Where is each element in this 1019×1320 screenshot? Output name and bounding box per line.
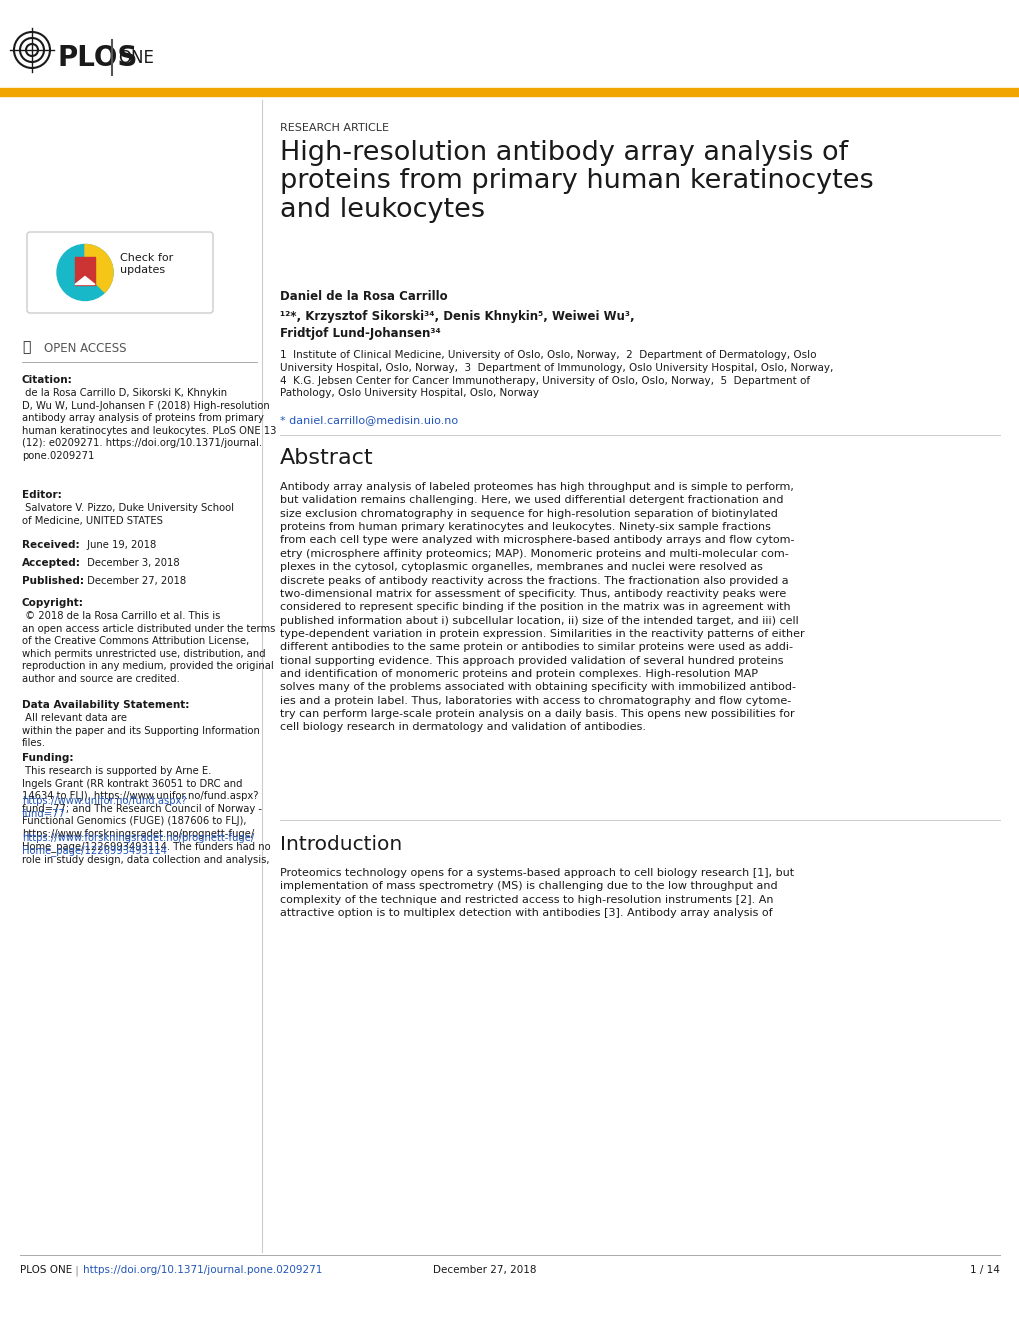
Text: RESEARCH ARTICLE: RESEARCH ARTICLE <box>280 123 388 133</box>
FancyBboxPatch shape <box>26 232 213 313</box>
Text: Antibody array analysis of labeled proteomes has high throughput and is simple t: Antibody array analysis of labeled prote… <box>280 482 804 733</box>
Text: ¹²*, Krzysztof Sikorski³⁴, Denis Khnykin⁵, Weiwei Wu³,
Fridtjof Lund-Johansen³⁴: ¹²*, Krzysztof Sikorski³⁴, Denis Khnykin… <box>280 310 634 341</box>
Text: OPEN ACCESS: OPEN ACCESS <box>44 342 126 355</box>
Text: This research is supported by Arne E.
Ingels Grant (RR kontrakt 36051 to DRC and: This research is supported by Arne E. In… <box>22 766 270 865</box>
Polygon shape <box>75 276 95 285</box>
Text: High-resolution antibody array analysis of
proteins from primary human keratinoc: High-resolution antibody array analysis … <box>280 140 873 223</box>
Text: Daniel de la Rosa Carrillo: Daniel de la Rosa Carrillo <box>280 290 447 304</box>
Text: https://doi.org/10.1371/journal.pone.0209271: https://doi.org/10.1371/journal.pone.020… <box>83 1265 322 1275</box>
Text: June 19, 2018: June 19, 2018 <box>84 540 156 550</box>
Circle shape <box>57 244 113 301</box>
Text: December 3, 2018: December 3, 2018 <box>84 558 179 568</box>
Text: Accepted:: Accepted: <box>22 558 81 568</box>
Text: * daniel.carrillo@medisin.uio.no: * daniel.carrillo@medisin.uio.no <box>280 414 458 425</box>
Text: © 2018 de la Rosa Carrillo et al. This is
an open access article distributed und: © 2018 de la Rosa Carrillo et al. This i… <box>22 611 275 684</box>
Text: Introduction: Introduction <box>280 836 401 854</box>
Bar <box>0 88 1019 96</box>
Text: ONE: ONE <box>118 49 154 67</box>
Text: Copyright:: Copyright: <box>22 598 84 609</box>
Text: 1 / 14: 1 / 14 <box>969 1265 999 1275</box>
Text: Abstract: Abstract <box>280 447 373 469</box>
Wedge shape <box>85 244 113 292</box>
Text: Editor:: Editor: <box>22 490 62 500</box>
Text: 1  Institute of Clinical Medicine, University of Oslo, Oslo, Norway,  2  Departm: 1 Institute of Clinical Medicine, Univer… <box>280 350 833 399</box>
Text: All relevant data are
within the paper and its Supporting Information
files.: All relevant data are within the paper a… <box>22 713 260 748</box>
Bar <box>75 256 95 285</box>
Text: https://www.forskningsradet.no/prognett-fuge/
Home_page/1226993493114: https://www.forskningsradet.no/prognett-… <box>22 833 254 857</box>
Text: Check for
updates: Check for updates <box>120 253 173 275</box>
Text: Data Availability Statement:: Data Availability Statement: <box>22 700 190 710</box>
Text: December 27, 2018: December 27, 2018 <box>84 576 185 586</box>
Text: Salvatore V. Pizzo, Duke University School
of Medicine, UNITED STATES: Salvatore V. Pizzo, Duke University Scho… <box>22 503 233 525</box>
Text: PLOS: PLOS <box>58 44 139 73</box>
Text: Published:: Published: <box>22 576 84 586</box>
Text: 🔒: 🔒 <box>22 341 31 354</box>
Text: Proteomics technology opens for a systems-based approach to cell biology researc: Proteomics technology opens for a system… <box>280 869 794 919</box>
Text: PLOS ONE: PLOS ONE <box>20 1265 72 1275</box>
Text: Citation:: Citation: <box>22 375 72 385</box>
Text: https://www.unifor.no/fund.aspx?
fund=77: https://www.unifor.no/fund.aspx? fund=77 <box>22 796 186 818</box>
Text: December 27, 2018: December 27, 2018 <box>420 1265 536 1275</box>
Text: Received:: Received: <box>22 540 79 550</box>
Text: |: | <box>72 1265 83 1275</box>
Text: Funding:: Funding: <box>22 752 73 763</box>
Text: de la Rosa Carrillo D, Sikorski K, Khnykin
D, Wu W, Lund-Johansen F (2018) High-: de la Rosa Carrillo D, Sikorski K, Khnyk… <box>22 388 276 461</box>
